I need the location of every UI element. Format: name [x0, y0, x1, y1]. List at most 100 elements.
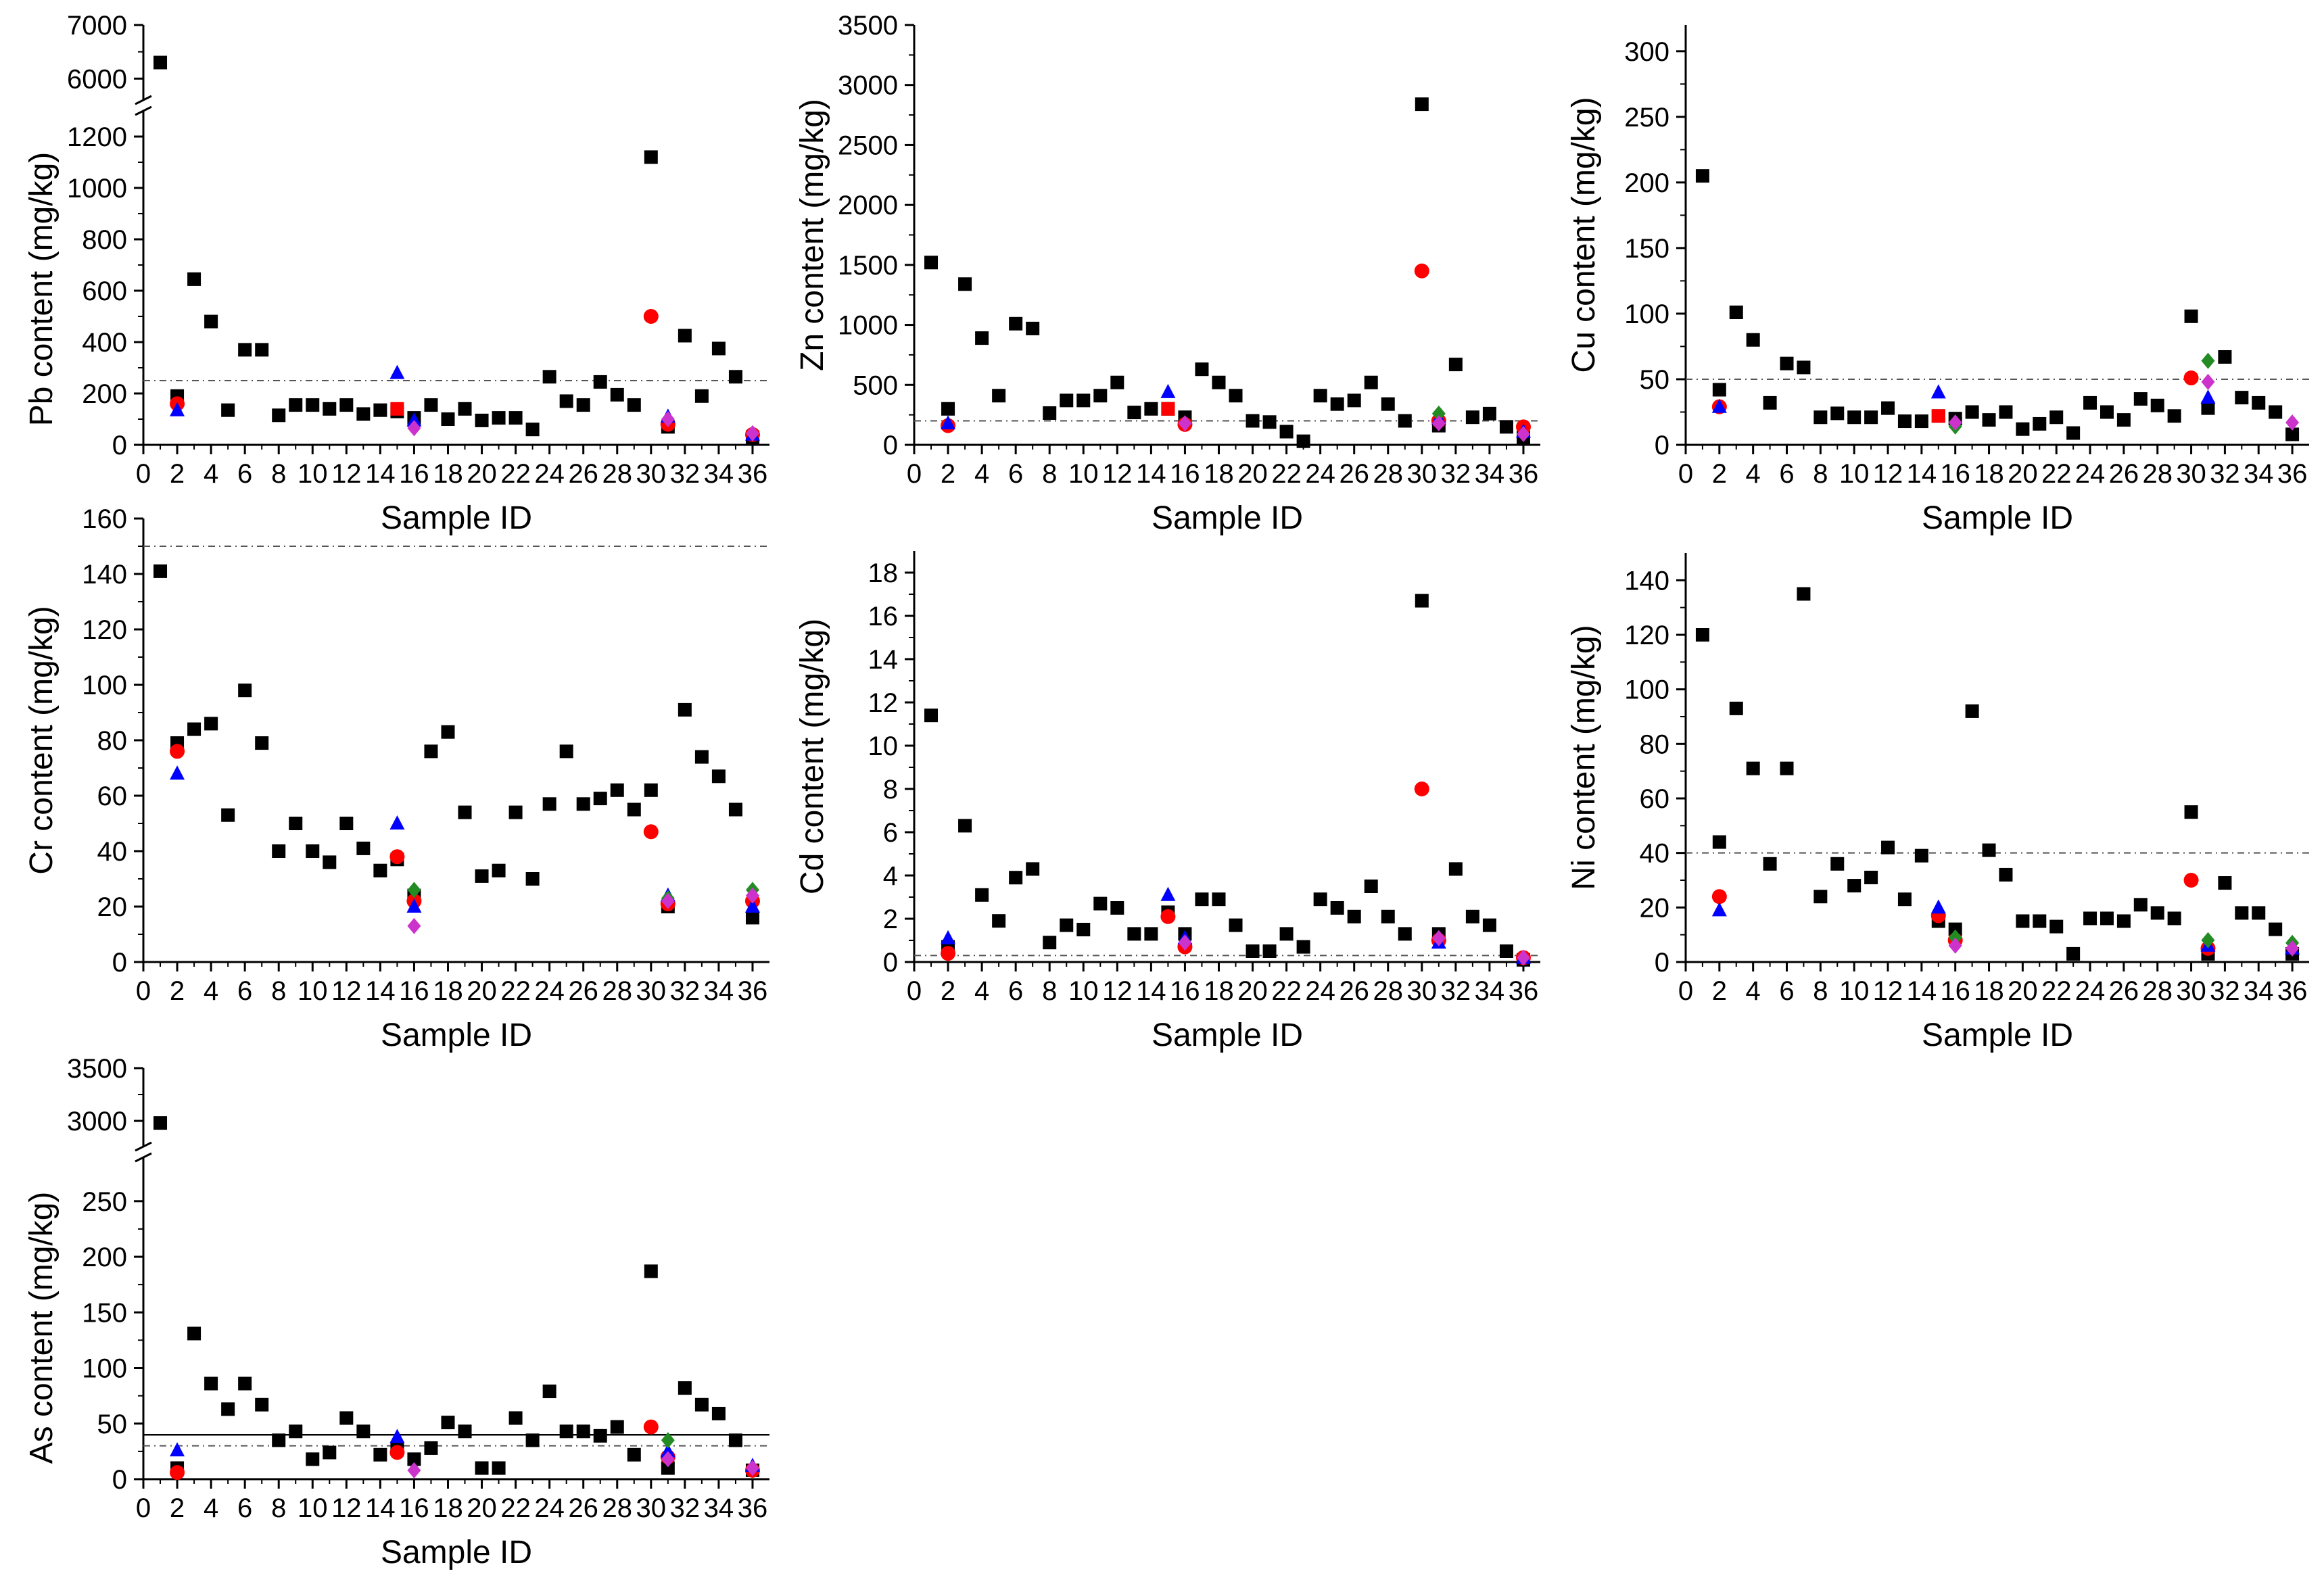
data-point-square	[492, 1461, 506, 1475]
data-point-square	[1381, 397, 1395, 411]
data-point-square	[508, 411, 523, 425]
data-point-square	[1060, 393, 1074, 408]
y-tick-label: 1500	[838, 251, 898, 281]
data-point-square	[2016, 422, 2030, 436]
data-point-square	[1797, 587, 1811, 601]
data-point-square	[1482, 406, 1496, 420]
data-point-square	[458, 805, 472, 819]
x-tick-label: 28	[2142, 459, 2173, 489]
data-point-square	[492, 863, 506, 878]
data-point-circle	[170, 1465, 185, 1481]
y-tick-label: 0	[883, 431, 898, 460]
data-point-square	[238, 343, 252, 357]
y-tick-label: 120	[82, 615, 127, 645]
data-point-triangle	[406, 412, 422, 427]
data-point-square	[1465, 909, 1479, 923]
data-point-square	[356, 841, 371, 855]
data-point-square	[458, 1424, 472, 1439]
data-point-square	[1195, 892, 1209, 907]
data-point-square	[975, 888, 989, 902]
x-tick-label: 24	[534, 459, 565, 489]
x-tick-label: 24	[1305, 459, 1335, 489]
data-point-square	[323, 855, 337, 869]
data-point-diamond	[1948, 937, 1962, 954]
y-tick-label: 500	[853, 370, 898, 400]
data-point-square	[1313, 389, 1327, 403]
x-tick-label: 32	[1441, 459, 1471, 489]
data-point-diamond	[745, 1460, 759, 1476]
data-point-triangle	[1711, 902, 1727, 917]
x-tick-label: 34	[2244, 976, 2274, 1006]
data-point-circle	[1711, 889, 1727, 905]
data-point-square	[2100, 405, 2114, 419]
data-point-square	[992, 914, 1006, 928]
data-point-square	[627, 1447, 641, 1462]
y-tick-label: 80	[97, 726, 128, 756]
y-tick-label: 40	[1640, 839, 1670, 869]
data-point-square	[576, 398, 590, 412]
data-point-square	[941, 402, 955, 416]
data-point-square	[1313, 892, 1327, 907]
data-point-square	[1076, 923, 1091, 936]
data-point-triangle	[941, 930, 956, 944]
x-tick-label: 14	[365, 459, 396, 489]
data-point-square	[559, 744, 573, 759]
data-point-square	[1847, 410, 1861, 425]
data-point-circle	[389, 849, 405, 865]
data-point-square	[610, 1420, 624, 1434]
x-tick-label: 22	[500, 459, 531, 489]
x-tick-label: 0	[136, 1493, 151, 1523]
y-tick-label: 150	[82, 1298, 127, 1328]
data-point-square	[508, 805, 523, 819]
x-tick-label: 14	[365, 976, 396, 1006]
data-point-square	[2235, 391, 2249, 405]
x-tick-label: 16	[399, 1493, 429, 1523]
data-point-square	[1296, 434, 1310, 448]
x-tick-label: 34	[704, 1493, 734, 1523]
data-point-square	[694, 1397, 709, 1412]
x-axis-title: Sample ID	[381, 1535, 532, 1570]
data-point-square	[1982, 413, 1996, 427]
x-tick-label: 16	[1940, 976, 1970, 1006]
data-point-square	[975, 331, 989, 345]
x-tick-label: 18	[433, 976, 463, 1006]
data-point-square	[1364, 880, 1378, 893]
data-point-square	[1746, 333, 1760, 347]
y-tick-label: 12	[868, 688, 899, 718]
data-point-square	[1330, 397, 1344, 411]
x-tick-label: 36	[2277, 976, 2308, 1006]
x-tick-label: 16	[1170, 976, 1200, 1006]
x-tick-label: 20	[467, 976, 497, 1006]
axis-break-mark	[135, 1141, 152, 1152]
x-tick-label: 24	[1305, 976, 1335, 1006]
x-tick-label: 30	[636, 1493, 667, 1523]
data-point-square	[593, 375, 607, 389]
data-point-square	[576, 797, 590, 811]
data-point-square	[1830, 857, 1845, 871]
data-point-square	[2116, 914, 2131, 928]
x-tick-label: 24	[2075, 459, 2106, 489]
data-point-square	[1060, 918, 1074, 932]
x-tick-label: 0	[1678, 976, 1693, 1006]
data-point-square	[2083, 395, 2097, 410]
data-point-square	[1482, 918, 1496, 932]
y-tick-label: 6000	[67, 64, 127, 94]
x-tick-label: 2	[170, 976, 185, 1006]
data-point-square	[627, 398, 641, 412]
y-tick-label: 100	[82, 671, 127, 700]
data-point-square	[2201, 401, 2215, 415]
data-point-square	[1780, 761, 1794, 775]
data-point-square	[711, 769, 726, 784]
x-tick-label: 20	[467, 1493, 497, 1523]
x-tick-label: 2	[170, 1493, 185, 1523]
y-tick-label: 200	[82, 379, 127, 409]
x-tick-label: 22	[1271, 976, 1302, 1006]
data-point-square	[356, 1424, 371, 1439]
data-point-square	[373, 1447, 387, 1462]
x-axis-title: Sample ID	[1152, 1017, 1303, 1053]
data-point-diamond	[2201, 932, 2215, 948]
x-tick-label: 32	[2210, 459, 2240, 489]
data-point-square	[204, 314, 218, 329]
data-point-square	[2269, 922, 2283, 936]
x-tick-label: 12	[1102, 459, 1133, 489]
